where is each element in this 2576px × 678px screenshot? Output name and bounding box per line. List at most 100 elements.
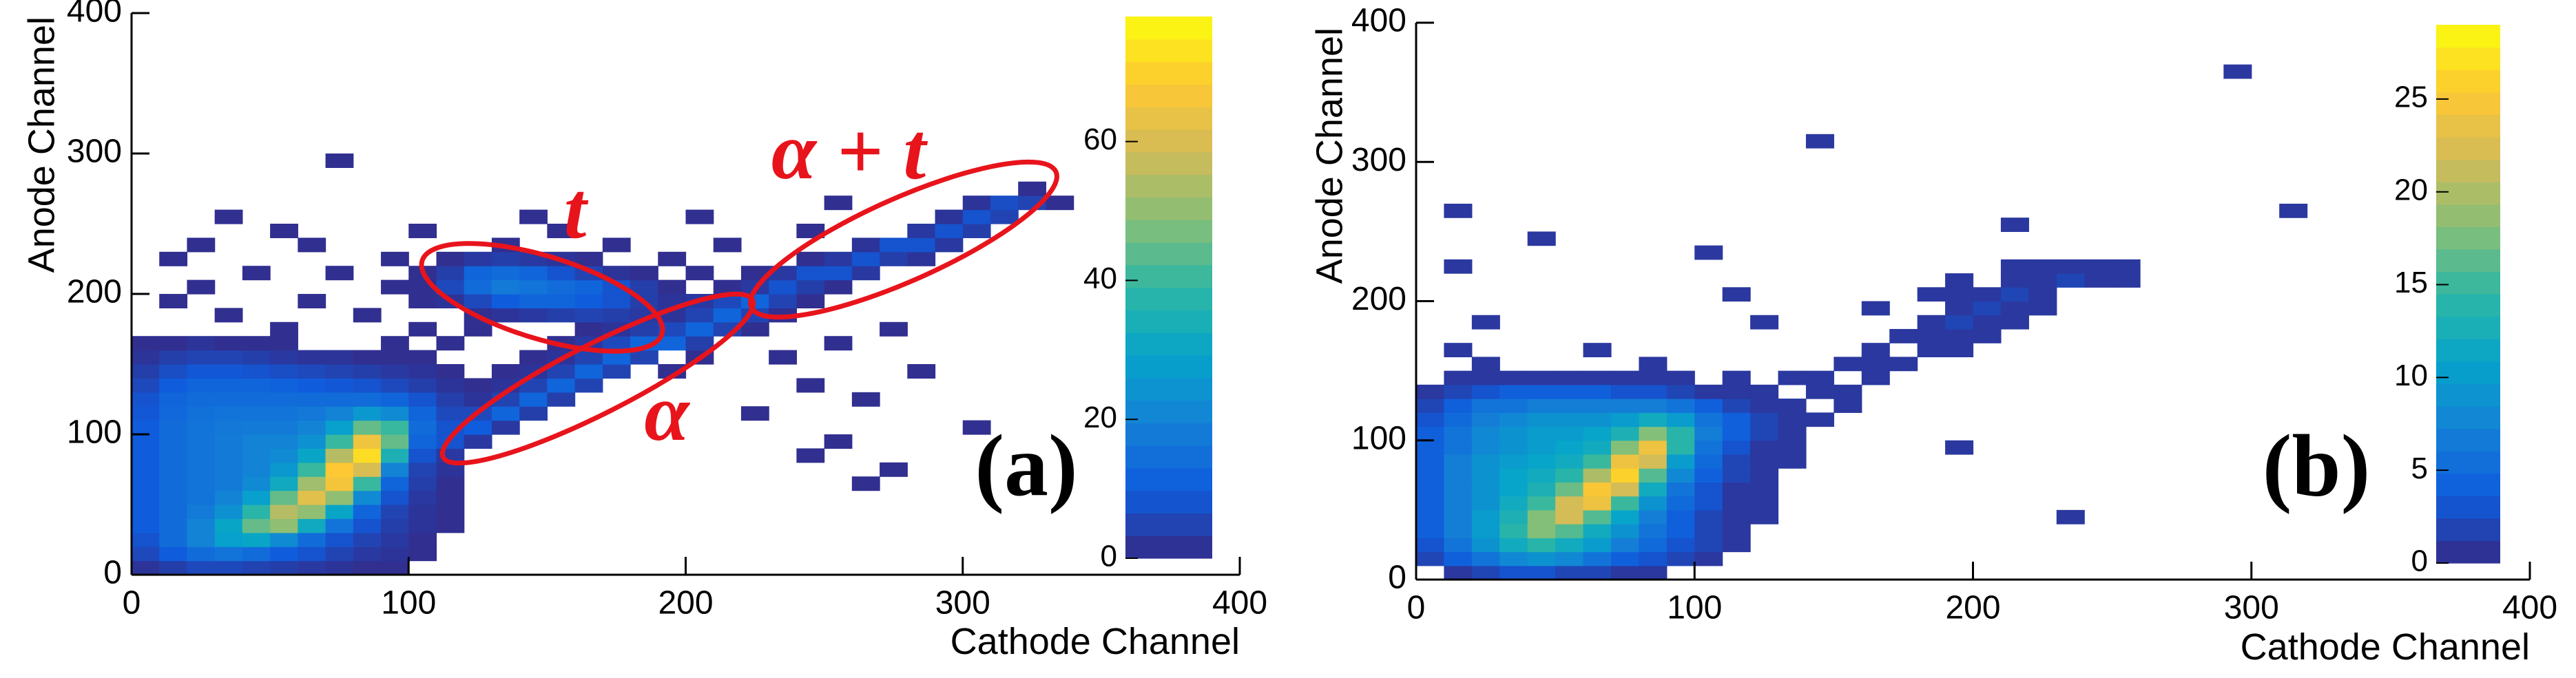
y-axis-title: Anode Channel (1309, 28, 1350, 284)
heat-cell (1750, 384, 1779, 399)
heat-cell (408, 476, 437, 491)
heat-cell (1889, 120, 1918, 135)
heat-cell (1666, 412, 1695, 427)
heat-cell (1973, 259, 2002, 274)
heat-cell (741, 153, 769, 168)
heat-cell (2084, 287, 2112, 301)
heat-cell (963, 322, 991, 337)
heat-cell (1528, 357, 1556, 371)
annotation: α (644, 368, 690, 458)
heat-cell (353, 547, 382, 562)
heat-cell (1472, 273, 1500, 288)
heat-cell (658, 533, 686, 547)
heat-cell (2001, 343, 2029, 357)
heat-cell (630, 252, 658, 266)
heat-cell (242, 518, 271, 533)
heat-cell (2196, 482, 2224, 496)
heat-cell (963, 561, 991, 575)
heat-cell (242, 237, 271, 252)
heat-cell (796, 406, 824, 421)
heat-cell (714, 182, 742, 196)
heat-cell (491, 308, 520, 323)
heat-cell (1750, 287, 1778, 301)
heat-cell (436, 266, 465, 281)
heat-cell (2084, 176, 2112, 190)
y-tick-label: 200 (67, 274, 122, 310)
heat-cell (159, 518, 188, 533)
heat-cell (2084, 106, 2112, 120)
heat-cell (658, 350, 686, 365)
heat-cell (990, 561, 1019, 575)
colorbar-tick-label: 40 (1083, 262, 1117, 295)
heat-cell (2001, 510, 2029, 525)
heat-cell (2223, 496, 2252, 511)
heat-cell (187, 210, 215, 224)
heat-cell (298, 434, 326, 449)
heat-cell (630, 505, 658, 519)
heat-cell (436, 561, 464, 575)
heat-cell (1750, 315, 1779, 330)
heat-cell (159, 350, 188, 365)
heat-cell (1694, 538, 1723, 553)
heat-cell (1639, 176, 1667, 190)
heat-cell (1639, 329, 1667, 343)
heat-cell (436, 322, 464, 337)
heat-cell (602, 350, 631, 365)
heat-cell (1666, 524, 1695, 538)
heat-cell (1723, 78, 1751, 93)
heat-cell (1018, 294, 1046, 308)
heat-cell (1639, 454, 1668, 469)
heat-cell (408, 182, 437, 196)
heat-cell (2001, 329, 2029, 343)
heat-cell (1750, 246, 1778, 260)
heat-cell (1750, 426, 1779, 441)
heat-cell (1834, 106, 1862, 120)
heat-cell (381, 462, 409, 477)
heat-cell (2279, 538, 2307, 552)
heat-cell (1444, 524, 1473, 538)
heat-cell (880, 251, 908, 266)
heat-cell (1889, 246, 1918, 260)
heat-cell (1583, 454, 1612, 469)
heat-cell (686, 406, 714, 421)
heat-cell (1667, 120, 1695, 135)
heat-cell (2001, 246, 2029, 260)
heat-cell (602, 294, 631, 308)
heat-cell (852, 336, 880, 350)
heat-cell (1610, 370, 1639, 385)
heat-cell (1778, 134, 1807, 149)
heat-cell (1834, 246, 1862, 260)
heat-cell (1444, 231, 1472, 246)
heat-cell (2196, 385, 2224, 399)
heat-cell (686, 280, 714, 295)
heat-cell (1639, 399, 1668, 413)
heat-cell (298, 505, 326, 519)
heat-cell (1499, 176, 1528, 190)
cells-layer (132, 64, 2308, 580)
heat-cell (1583, 231, 1612, 246)
heat-cell (547, 533, 575, 547)
heat-cell (630, 561, 658, 575)
heat-cell (408, 448, 437, 463)
heat-cell (353, 490, 382, 505)
heat-cell (575, 547, 603, 561)
heat-cell (2252, 259, 2280, 274)
heat-cell (2028, 190, 2057, 204)
heat-cell (1778, 162, 1807, 176)
heat-cell (880, 476, 908, 491)
heat-cell (714, 364, 742, 379)
heat-cell (132, 518, 160, 533)
heat-cell (519, 491, 548, 505)
heat-cell (159, 505, 188, 519)
heat-cell (2168, 301, 2196, 316)
heat-cell (1806, 468, 1834, 483)
heat-cell (685, 209, 714, 224)
heat-cell (1527, 384, 1556, 399)
heat-cell (464, 491, 492, 505)
heat-cell (215, 252, 243, 266)
heat-cell (1666, 399, 1695, 413)
heat-cell (1973, 148, 2002, 162)
x-tick-label: 400 (1212, 585, 1267, 622)
heat-cell (492, 434, 520, 449)
heat-cell (132, 167, 160, 182)
